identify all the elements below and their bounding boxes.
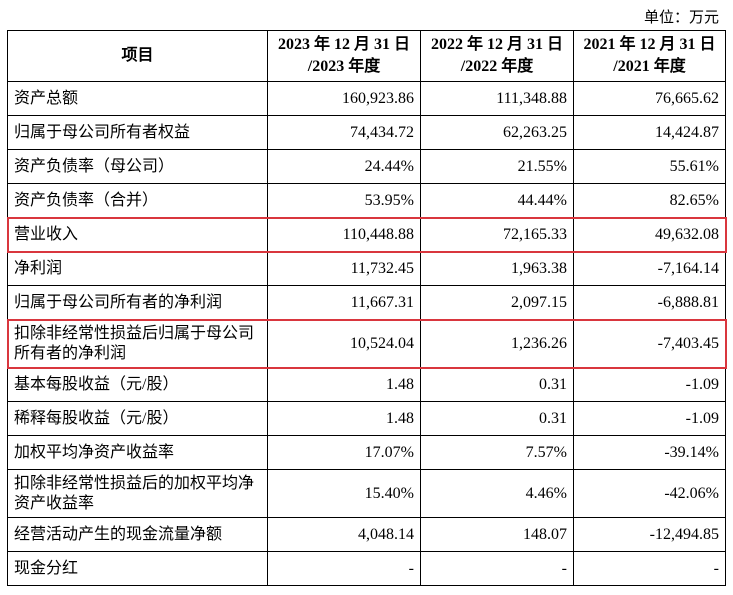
row-label: 营业收入 [7, 217, 268, 252]
cell: 10,524.04 [267, 319, 421, 368]
data-table: 项目 2023 年 12 月 31 日 /2023 年度 2022 年 12 月 3… [7, 30, 726, 586]
cell: 49,632.08 [573, 217, 726, 252]
row-label: 加权平均净资产收益率 [7, 435, 268, 470]
cell: -7,403.45 [573, 319, 726, 368]
cell: 111,348.88 [420, 81, 574, 116]
cell: 21.55% [420, 149, 574, 184]
cell: - [420, 551, 574, 586]
cell: 0.31 [420, 401, 574, 436]
table-row: 稀释每股收益（元/股） 1.48 0.31 -1.09 [7, 401, 726, 436]
cell: 1.48 [267, 367, 421, 402]
row-label: 稀释每股收益（元/股） [7, 401, 268, 436]
cell: 17.07% [267, 435, 421, 470]
cell: 14,424.87 [573, 115, 726, 150]
table-row: 归属于母公司所有者的净利润 11,667.31 2,097.15 -6,888.81 [7, 285, 726, 320]
cell: 15.40% [267, 469, 421, 518]
cell: -12,494.85 [573, 517, 726, 552]
cell: 4.46% [420, 469, 574, 518]
cell: 74,434.72 [267, 115, 421, 150]
cell: 62,263.25 [420, 115, 574, 150]
cell: 55.61% [573, 149, 726, 184]
row-label: 资产负债率（合并） [7, 183, 268, 218]
cell: 1,963.38 [420, 251, 574, 286]
row-label: 归属于母公司所有者的净利润 [7, 285, 268, 320]
table-row: 归属于母公司所有者权益 74,434.72 62,263.25 14,424.87 [7, 115, 726, 150]
cell: 24.44% [267, 149, 421, 184]
row-label: 净利润 [7, 251, 268, 286]
cell: 11,732.45 [267, 251, 421, 286]
row-label: 基本每股收益（元/股） [7, 367, 268, 402]
column-header: 2022 年 12 月 31 日 /2022 年度 [420, 30, 574, 82]
cell: - [573, 551, 726, 586]
table-row: 经营活动产生的现金流量净额 4,048.14 148.07 -12,494.85 [7, 517, 726, 552]
cell: 82.65% [573, 183, 726, 218]
table-row: 资产负债率（合并） 53.95% 44.44% 82.65% [7, 183, 726, 218]
cell: 11,667.31 [267, 285, 421, 320]
row-label: 经营活动产生的现金流量净额 [7, 517, 268, 552]
cell: -1.09 [573, 401, 726, 436]
cell: 53.95% [267, 183, 421, 218]
column-header: 2021 年 12 月 31 日 /2021 年度 [573, 30, 726, 82]
row-label: 扣除非经常性损益后的加权平均净资产收益率 [7, 469, 268, 518]
table-row: 现金分红 - - - [7, 551, 726, 586]
cell: -7,164.14 [573, 251, 726, 286]
table-row: 加权平均净资产收益率 17.07% 7.57% -39.14% [7, 435, 726, 470]
cell: 4,048.14 [267, 517, 421, 552]
table-row: 资产总额 160,923.86 111,348.88 76,665.62 [7, 81, 726, 116]
cell: -42.06% [573, 469, 726, 518]
column-header: 2023 年 12 月 31 日 /2023 年度 [267, 30, 421, 82]
cell: -1.09 [573, 367, 726, 402]
row-label: 资产负债率（母公司） [7, 149, 268, 184]
column-header: 项目 [7, 30, 268, 82]
table-row: 扣除非经常性损益后归属于母公司所有者的净利润 10,524.04 1,236.26-… [7, 319, 726, 368]
cell: -6,888.81 [573, 285, 726, 320]
table-row: 净利润 11,732.45 1,963.38 -7,164.14 [7, 251, 726, 286]
table-row: 营业收入 110,448.88 72,165.33 49,632.08 [7, 217, 726, 252]
cell: - [267, 551, 421, 586]
cell: 72,165.33 [420, 217, 574, 252]
row-label: 资产总额 [7, 81, 268, 116]
cell: 1.48 [267, 401, 421, 436]
table-row: 扣除非经常性损益后的加权平均净资产收益率 15.40% 4.46% -42.06% [7, 469, 726, 518]
cell: 148.07 [420, 517, 574, 552]
table-row: 基本每股收益（元/股） 1.48 0.31 -1.09 [7, 367, 726, 402]
header-row: 项目 2023 年 12 月 31 日 /2023 年度 2022 年 12 月 3… [7, 30, 726, 82]
cell: 160,923.86 [267, 81, 421, 116]
row-label: 扣除非经常性损益后归属于母公司所有者的净利润 [7, 319, 268, 368]
cell: 1,236.26 [420, 319, 574, 368]
cell: 76,665.62 [573, 81, 726, 116]
cell: 110,448.88 [267, 217, 421, 252]
cell: 44.44% [420, 183, 574, 218]
cell: 2,097.15 [420, 285, 574, 320]
cell: 7.57% [420, 435, 574, 470]
cell: 0.31 [420, 367, 574, 402]
row-label: 归属于母公司所有者权益 [7, 115, 268, 150]
unit-label: 单位：万元 [643, 10, 719, 26]
row-label: 现金分红 [7, 551, 268, 586]
table-row: 资产负债率（母公司） 24.44% 21.55% 55.61% [7, 149, 726, 184]
cell: -39.14% [573, 435, 726, 470]
